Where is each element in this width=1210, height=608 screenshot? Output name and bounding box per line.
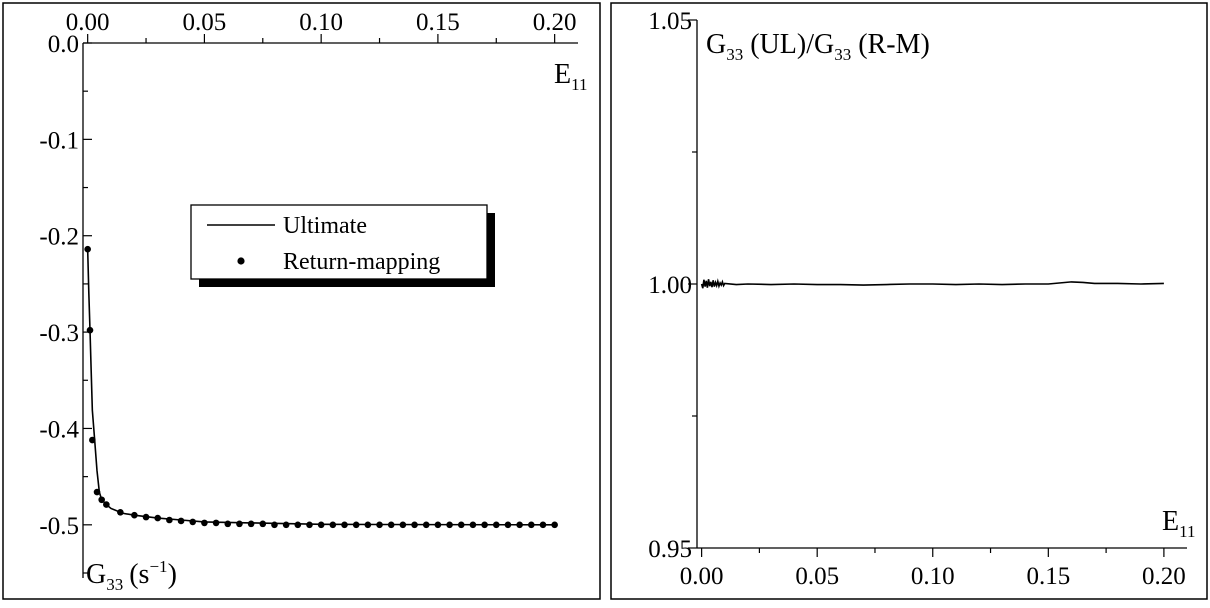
return-mapping-point	[142, 513, 150, 521]
x-tick-label: 0.20	[1142, 563, 1186, 590]
return-mapping-point	[201, 519, 208, 527]
return-mapping-point	[271, 521, 278, 529]
y-tick-label: -0.2	[39, 224, 79, 251]
chart-left-frame	[2, 2, 601, 600]
return-mapping-point	[422, 521, 430, 529]
return-mapping-point	[329, 521, 337, 529]
chart-left-x-axis-label: E11	[554, 59, 587, 94]
chart-right-x-ticks: 0.00 0.05 0.10 0.15 0.20	[680, 548, 1186, 590]
legend-ultimate-label: Ultimate	[283, 213, 367, 239]
return-mapping-point	[212, 519, 220, 527]
chart-left-legend: Ultimate Return-mapping	[190, 204, 495, 287]
return-mapping-point	[131, 511, 138, 519]
x-tick-label: 0.10	[299, 9, 343, 36]
return-mapping-point	[551, 521, 558, 529]
ultimate-line	[86, 249, 555, 526]
return-mapping-point	[86, 326, 94, 334]
return-mapping-point	[282, 521, 290, 529]
return-mapping-point	[504, 521, 512, 529]
legend-return-mapping-label: Return-mapping	[283, 249, 440, 275]
return-mapping-point	[247, 520, 255, 528]
chart-right-series	[700, 278, 1164, 289]
return-mapping-point	[352, 521, 360, 529]
return-mapping-point	[434, 521, 442, 529]
x-tick-label: 0.15	[1026, 563, 1070, 590]
chart-right-y-axis-label: G33 (UL)/G33 (R-M)	[706, 29, 930, 64]
return-mapping-point	[189, 518, 197, 526]
chart-left: 0.00 0.05 0.10 0.15 0.20 0.0 -0.1 -0.2 -0.3 -0.4…	[2, 2, 601, 600]
chart-right: 0.00 0.05 0.10 0.15 0.20 0.95 1.00 1.05 E11 G3…	[610, 2, 1208, 600]
return-mapping-point	[481, 521, 488, 529]
ratio-line	[700, 278, 1164, 289]
return-mapping-point	[376, 521, 383, 529]
return-mapping-point	[306, 521, 313, 529]
y-tick-label: -0.3	[39, 320, 79, 347]
return-mapping-point	[457, 521, 465, 529]
return-mapping-point	[89, 436, 96, 444]
legend-return-mapping-swatch	[237, 257, 245, 265]
return-mapping-point	[166, 516, 173, 524]
return-mapping-point	[236, 520, 243, 528]
y-tick-label: -0.4	[39, 416, 79, 443]
x-tick-label: 0.05	[183, 9, 227, 36]
return-mapping-point	[154, 514, 162, 522]
chart-left-y-ticks: 0.0 -0.1 -0.2 -0.3 -0.4 -0.5	[39, 31, 92, 574]
return-mapping-point	[294, 521, 302, 529]
x-tick-label: 0.00	[680, 563, 724, 590]
return-mapping-point	[539, 521, 547, 529]
x-tick-label: 0.20	[533, 9, 577, 36]
x-tick-label: 0.00	[66, 9, 110, 36]
legend-box	[190, 204, 488, 280]
return-mapping-point	[84, 245, 91, 253]
y-tick-label: 0.95	[648, 536, 692, 563]
x-tick-label: 0.05	[795, 563, 839, 590]
x-tick-label: 0.10	[911, 563, 955, 590]
return-mapping-point	[117, 508, 124, 516]
y-tick-label: -0.1	[39, 127, 79, 154]
return-mapping-point	[446, 521, 453, 529]
y-tick-label: 1.00	[648, 272, 692, 299]
chart-left-x-ticks: 0.00 0.05 0.10 0.15 0.20	[66, 9, 577, 43]
return-mapping-point	[492, 521, 500, 529]
return-mapping-point	[516, 521, 523, 529]
return-mapping-point	[224, 520, 232, 528]
return-mapping-point	[469, 521, 477, 529]
return-mapping-point	[341, 521, 348, 529]
y-tick-label: 1.05	[648, 8, 692, 35]
return-mapping-point	[93, 488, 101, 496]
chart-left-series	[84, 245, 558, 529]
x-tick-label: 0.15	[416, 9, 460, 36]
return-mapping-point	[528, 521, 535, 529]
return-mapping-point	[259, 520, 267, 528]
chart-right-frame	[610, 2, 1208, 600]
return-mapping-point	[411, 521, 418, 529]
chart-left-y-axis-label: G33 (s−1)	[86, 557, 177, 594]
return-mapping-point	[399, 521, 407, 529]
return-mapping-point	[387, 521, 395, 529]
return-mapping-point	[98, 496, 105, 504]
chart-right-x-axis-label: E11	[1162, 506, 1195, 541]
return-mapping-point	[177, 517, 185, 525]
return-mapping-point	[364, 521, 372, 529]
y-tick-label: -0.5	[39, 513, 79, 540]
return-mapping-point	[103, 501, 110, 508]
chart-right-y-ticks: 0.95 1.00 1.05	[648, 8, 697, 563]
return-mapping-point	[317, 521, 325, 529]
y-tick-label: 0.0	[48, 31, 79, 58]
